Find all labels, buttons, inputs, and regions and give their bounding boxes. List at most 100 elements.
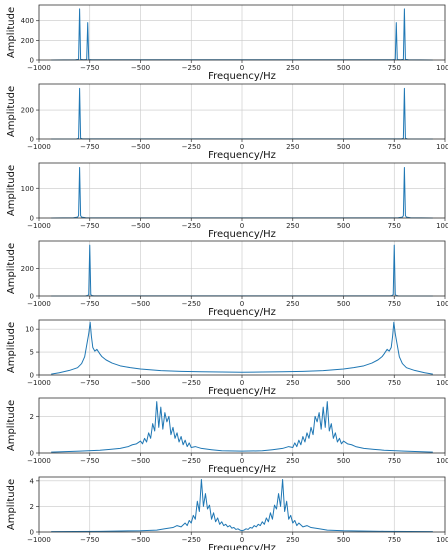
y-axis-label: Amplitude — [6, 86, 17, 137]
x-tick-label: 500 — [337, 379, 350, 387]
y-tick-label: 0 — [30, 293, 34, 301]
x-tick-label: −500 — [131, 222, 150, 230]
x-tick-label: 250 — [286, 143, 299, 151]
y-axis-label: Amplitude — [6, 479, 17, 530]
x-tick-label: −500 — [131, 457, 150, 465]
x-tick-label: −1000 — [27, 64, 51, 72]
x-tick-label: 250 — [286, 457, 299, 465]
x-tick-label: −750 — [80, 300, 99, 308]
x-tick-label: 750 — [388, 536, 401, 544]
x-tick-label: −500 — [131, 300, 150, 308]
x-tick-label: −250 — [182, 300, 201, 308]
x-tick-label: 1000 — [436, 64, 448, 72]
subplot-7: −1000 −750 −500 −250 0 250 500 750 1000 0 2 4 Freque… — [6, 476, 448, 550]
y-tick-label: 100 — [21, 185, 34, 193]
x-tick-label: 500 — [337, 457, 350, 465]
x-tick-label: −1000 — [27, 457, 51, 465]
x-tick-label: −1000 — [27, 300, 51, 308]
y-tick-label: 0 — [30, 372, 34, 380]
x-tick-label: −250 — [182, 379, 201, 387]
x-tick-label: −250 — [182, 222, 201, 230]
x-tick-label: 1000 — [436, 457, 448, 465]
x-tick-label: 750 — [388, 143, 401, 151]
y-tick-label: 200 — [21, 37, 34, 45]
y-axis-label: Amplitude — [6, 322, 17, 373]
x-tick-label: 250 — [286, 379, 299, 387]
x-tick-label: 0 — [240, 457, 244, 465]
subplot-4: −1000 −750 −500 −250 0 250 500 750 1000 0 200 Frequ… — [6, 240, 448, 318]
x-tick-label: 500 — [337, 222, 350, 230]
x-tick-label: 1000 — [436, 222, 448, 230]
x-tick-label: 500 — [337, 536, 350, 544]
x-tick-label: 750 — [388, 64, 401, 72]
x-tick-label: 0 — [240, 379, 244, 387]
x-tick-label: −500 — [131, 143, 150, 151]
x-axis-label: Frequency/Hz — [208, 71, 276, 82]
subplot-1: −1000 −750 −500 −250 0 250 500 750 1000 0 200 400 Fr… — [6, 4, 448, 82]
x-axis-label: Frequency/Hz — [208, 229, 276, 240]
x-tick-label: 0 — [240, 143, 244, 151]
y-axis-label: Amplitude — [6, 400, 17, 451]
x-tick-label: 0 — [240, 536, 244, 544]
x-tick-label: −500 — [131, 379, 150, 387]
x-tick-label: 500 — [337, 143, 350, 151]
series-line — [51, 401, 433, 453]
series-line — [51, 321, 433, 375]
x-tick-label: 750 — [388, 300, 401, 308]
y-tick-label: 4 — [30, 477, 35, 485]
x-tick-label: 500 — [337, 300, 350, 308]
x-tick-label: 250 — [286, 536, 299, 544]
series-line — [51, 479, 433, 533]
x-tick-label: −750 — [80, 379, 99, 387]
y-tick-label: 400 — [21, 17, 34, 25]
x-axis-label: Frequency/Hz — [208, 150, 276, 161]
x-tick-label: 0 — [240, 222, 244, 230]
y-tick-label: 2 — [30, 503, 34, 511]
x-tick-label: −250 — [182, 536, 201, 544]
x-tick-label: 750 — [388, 457, 401, 465]
y-tick-label: 0 — [30, 450, 34, 458]
x-axis-label: Frequency/Hz — [208, 307, 276, 318]
x-tick-label: 500 — [337, 64, 350, 72]
y-tick-label: 10 — [25, 326, 34, 334]
x-tick-label: 0 — [240, 300, 244, 308]
x-tick-label: −1000 — [27, 379, 51, 387]
x-axis-label: Frequency/Hz — [208, 543, 276, 550]
x-tick-label: 1000 — [436, 379, 448, 387]
x-tick-label: 0 — [240, 64, 244, 72]
y-tick-label: 0 — [30, 215, 34, 223]
x-tick-label: 1000 — [436, 536, 448, 544]
x-axis-label: Frequency/Hz — [208, 464, 276, 475]
subplot-2: −1000 −750 −500 −250 0 250 500 750 1000 0 200 Frequ… — [6, 83, 448, 161]
subplot-3: −1000 −750 −500 −250 0 250 500 750 1000 0 100 Frequ… — [6, 162, 448, 240]
x-tick-label: 1000 — [436, 143, 448, 151]
x-tick-label: −1000 — [27, 536, 51, 544]
y-axis-label: Amplitude — [6, 243, 17, 294]
x-tick-label: −750 — [80, 536, 99, 544]
x-tick-label: −750 — [80, 222, 99, 230]
y-tick-label: 5 — [30, 349, 34, 357]
x-tick-label: −1000 — [27, 222, 51, 230]
y-tick-label: 200 — [21, 265, 34, 273]
y-tick-label: 0 — [30, 57, 34, 65]
x-tick-label: 250 — [286, 64, 299, 72]
subplot-6: −1000 −750 −500 −250 0 250 500 750 1000 0 2 Frequen… — [6, 397, 448, 475]
x-tick-label: 250 — [286, 222, 299, 230]
x-tick-label: −750 — [80, 64, 99, 72]
y-tick-label: 0 — [30, 136, 34, 144]
x-tick-label: −750 — [80, 143, 99, 151]
y-tick-label: 2 — [30, 413, 34, 421]
x-tick-label: 750 — [388, 379, 401, 387]
x-tick-label: −1000 — [27, 143, 51, 151]
y-tick-label: 0 — [30, 529, 34, 537]
x-axis-label: Frequency/Hz — [208, 386, 276, 397]
x-tick-label: −250 — [182, 143, 201, 151]
x-tick-label: −500 — [131, 64, 150, 72]
y-tick-label: 200 — [21, 107, 34, 115]
y-axis-label: Amplitude — [6, 165, 17, 216]
x-tick-label: −500 — [131, 536, 150, 544]
x-tick-label: 250 — [286, 300, 299, 308]
x-tick-label: −750 — [80, 457, 99, 465]
x-tick-label: −250 — [182, 64, 201, 72]
